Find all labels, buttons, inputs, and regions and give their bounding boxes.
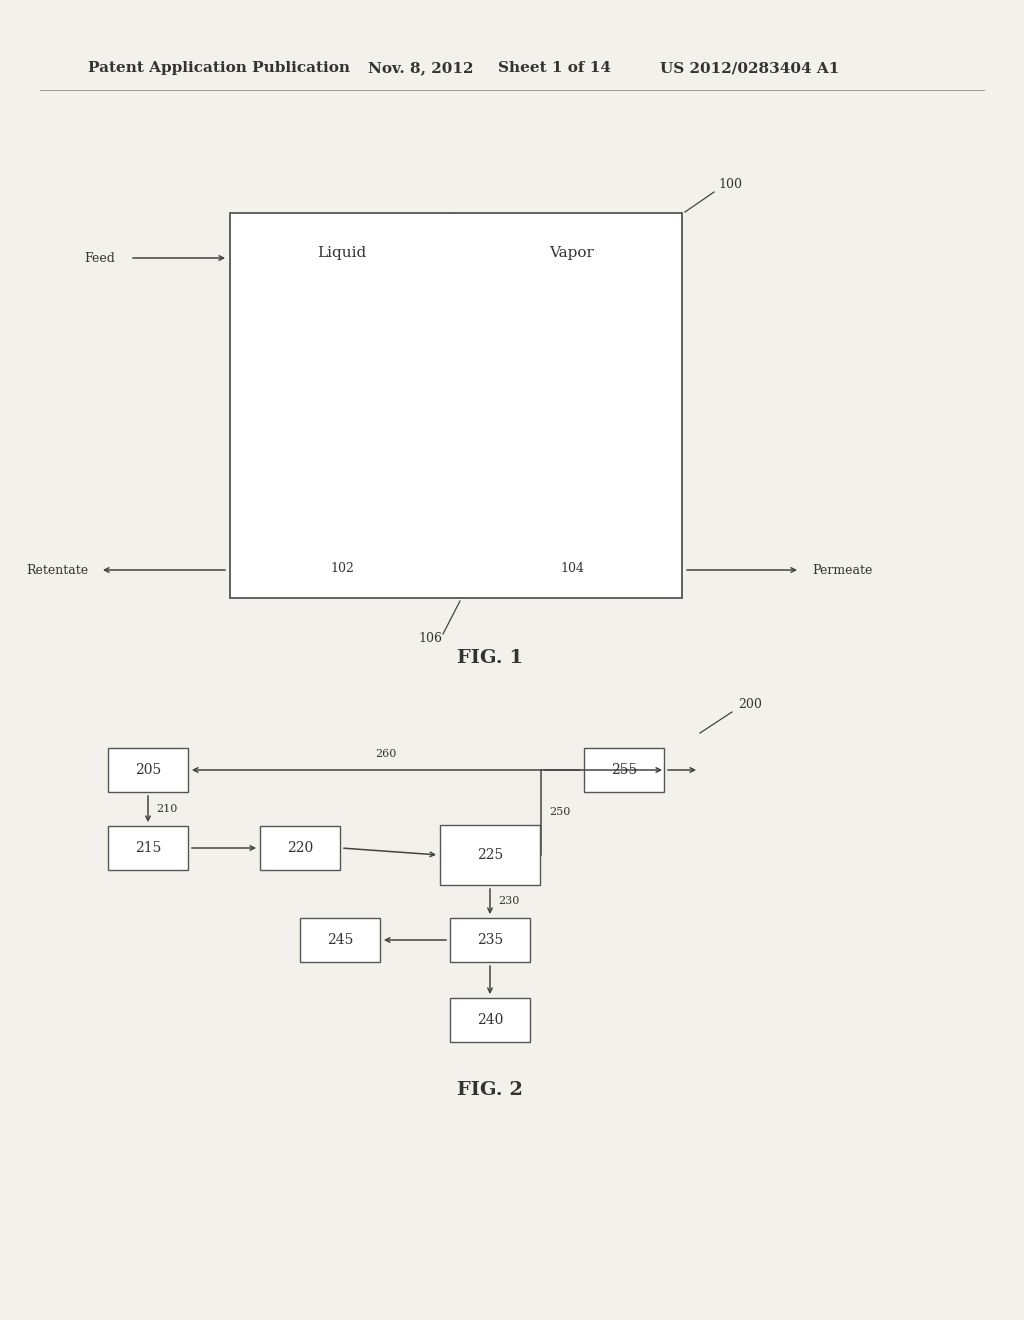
- Text: 255: 255: [611, 763, 637, 777]
- Bar: [300, 917, 380, 962]
- Bar: [440, 825, 540, 884]
- Bar: [108, 748, 188, 792]
- Text: 225: 225: [477, 847, 503, 862]
- Text: Feed: Feed: [84, 252, 115, 264]
- Text: Liquid: Liquid: [317, 246, 367, 260]
- Text: 215: 215: [135, 841, 161, 855]
- Text: 235: 235: [477, 933, 503, 946]
- Text: Nov. 8, 2012: Nov. 8, 2012: [368, 61, 473, 75]
- Text: 220: 220: [287, 841, 313, 855]
- Text: 240: 240: [477, 1012, 503, 1027]
- Text: Permeate: Permeate: [812, 564, 872, 577]
- Bar: [450, 998, 530, 1041]
- Text: Vapor: Vapor: [550, 246, 595, 260]
- Text: 205: 205: [135, 763, 161, 777]
- Bar: [260, 826, 340, 870]
- Bar: [230, 213, 682, 598]
- Text: FIG. 2: FIG. 2: [457, 1081, 523, 1100]
- Text: 102: 102: [330, 561, 354, 574]
- Text: 100: 100: [718, 178, 742, 191]
- Text: US 2012/0283404 A1: US 2012/0283404 A1: [660, 61, 840, 75]
- Text: 200: 200: [738, 698, 762, 711]
- Text: 230: 230: [498, 896, 519, 906]
- Text: Sheet 1 of 14: Sheet 1 of 14: [498, 61, 611, 75]
- Text: 106: 106: [418, 631, 442, 644]
- Text: Patent Application Publication: Patent Application Publication: [88, 61, 350, 75]
- Text: Retentate: Retentate: [26, 564, 88, 577]
- Bar: [584, 748, 664, 792]
- Bar: [450, 917, 530, 962]
- Bar: [108, 826, 188, 870]
- Text: 250: 250: [549, 807, 570, 817]
- Text: 104: 104: [560, 561, 584, 574]
- Text: 260: 260: [376, 748, 396, 759]
- Text: 245: 245: [327, 933, 353, 946]
- Text: FIG. 1: FIG. 1: [457, 649, 523, 667]
- Text: 210: 210: [156, 804, 177, 814]
